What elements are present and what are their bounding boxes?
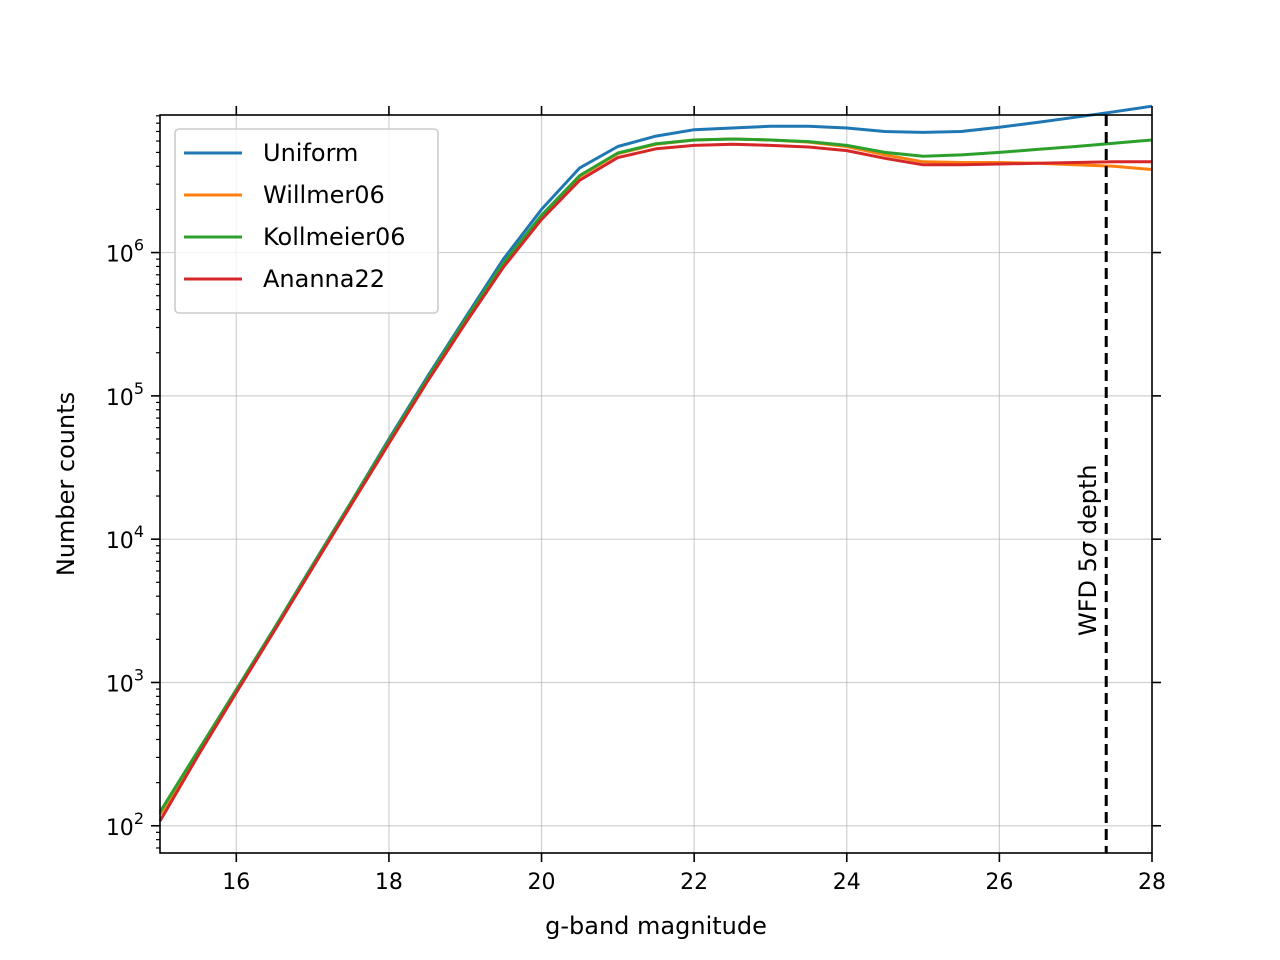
- legend-label-kollmeier06: Kollmeier06: [263, 223, 406, 251]
- y-tick-label-exponent: 5: [134, 379, 144, 398]
- legend-label-ananna22: Ananna22: [263, 265, 385, 293]
- y-tick-label: 102: [106, 809, 144, 841]
- y-tick-label-base: 10: [106, 386, 134, 411]
- y-tick-label-base: 10: [106, 672, 134, 697]
- x-tick-label: 26: [985, 870, 1013, 895]
- x-tick-label: 22: [680, 870, 708, 895]
- y-tick-label-exponent: 6: [134, 236, 144, 255]
- y-tick-label-exponent: 4: [134, 522, 144, 541]
- axes-frame: [159, 114, 1153, 854]
- wfd-depth-label-suffix: depth: [1074, 464, 1102, 541]
- y-tick-label-base: 10: [106, 243, 134, 268]
- series-line-ananna22: [158, 142, 1152, 822]
- x-ticks: 16 18 20 22 24 26 28: [222, 106, 1166, 895]
- x-tick-label: 24: [833, 870, 861, 895]
- y-tick-label-base: 10: [106, 529, 134, 554]
- minor-ticks: [156, 115, 160, 849]
- wfd-depth-label-sigma: σ: [1074, 541, 1102, 557]
- y-tick-label: 103: [106, 665, 144, 697]
- y-tick-label: 104: [106, 522, 144, 554]
- x-tick-label: 20: [528, 870, 556, 895]
- legend-box: [174, 128, 439, 314]
- y-tick-label-exponent: 3: [134, 665, 144, 684]
- legend-label-uniform: Uniform: [263, 139, 358, 167]
- y-tick-label: 106: [106, 236, 144, 268]
- legend-label-willmer06: Willmer06: [263, 181, 385, 209]
- y-axis-label: Number counts: [52, 392, 80, 576]
- wfd-depth-label-prefix: WFD 5: [1074, 557, 1102, 636]
- series-lines: [158, 104, 1153, 822]
- y-tick-label: 105: [106, 379, 144, 411]
- x-tick-label: 18: [375, 870, 403, 895]
- x-tick-label: 28: [1138, 870, 1166, 895]
- grid: [160, 115, 1153, 853]
- y-tick-label-base: 10: [106, 816, 134, 841]
- wfd-depth-label: WFD 5σ depth: [1074, 464, 1102, 636]
- legend: Uniform Willmer06 Kollmeier06 Ananna22: [174, 128, 439, 314]
- x-axis-label: g-band magnitude: [545, 912, 767, 940]
- y-tick-label-exponent: 2: [134, 809, 144, 828]
- x-tick-label: 16: [222, 870, 250, 895]
